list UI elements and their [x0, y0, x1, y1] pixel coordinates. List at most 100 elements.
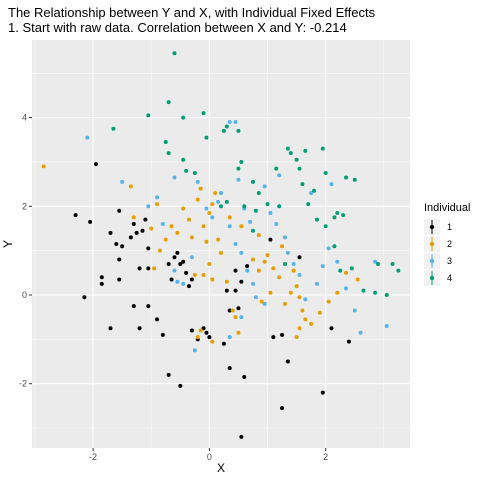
legend-label-2: 2 — [447, 239, 452, 249]
data-point-3 — [172, 268, 177, 273]
legend-label-1: 1 — [447, 222, 452, 232]
data-point-2 — [169, 224, 174, 229]
data-point-1 — [178, 261, 183, 266]
data-point-1 — [169, 277, 174, 282]
data-point-4 — [242, 204, 247, 209]
data-point-2 — [195, 335, 200, 340]
data-point-1 — [120, 244, 125, 249]
data-point-2 — [250, 257, 255, 262]
data-point-1 — [155, 317, 160, 322]
data-point-4 — [373, 290, 378, 295]
data-point-2 — [282, 301, 287, 306]
data-point-1 — [108, 326, 113, 331]
data-point-1 — [117, 208, 122, 213]
data-point-2 — [41, 164, 46, 169]
data-point-4 — [335, 210, 340, 215]
data-point-4 — [250, 228, 255, 233]
data-point-3 — [236, 177, 241, 182]
data-point-3 — [320, 264, 325, 269]
data-point-3 — [216, 199, 221, 204]
data-point-1 — [189, 277, 194, 282]
data-point-1 — [108, 230, 113, 235]
data-point-1 — [236, 306, 241, 311]
data-point-2 — [187, 217, 192, 222]
data-point-2 — [294, 284, 299, 289]
data-point-1 — [221, 341, 226, 346]
data-point-1 — [224, 288, 229, 293]
y-axis-label: Y — [1, 240, 15, 248]
data-point-3 — [175, 279, 180, 284]
chart-title: The Relationship between Y and X, with I… — [8, 5, 376, 20]
data-point-3 — [285, 250, 290, 255]
chart-subtitle: 1. Start with raw data. Correlation betw… — [8, 20, 347, 35]
data-point-1 — [297, 255, 302, 260]
data-point-2 — [192, 273, 197, 278]
data-point-1 — [134, 230, 139, 235]
data-point-4 — [166, 151, 171, 156]
data-point-3 — [146, 204, 151, 209]
data-point-1 — [189, 328, 194, 333]
data-point-2 — [297, 326, 302, 331]
data-point-1 — [131, 222, 136, 227]
data-point-3 — [85, 135, 90, 140]
data-point-1 — [137, 326, 142, 331]
data-point-4 — [236, 166, 241, 171]
data-point-1 — [201, 326, 206, 331]
data-point-1 — [99, 281, 104, 286]
data-point-2 — [189, 235, 194, 240]
data-point-4 — [352, 177, 357, 182]
data-point-4 — [236, 128, 241, 133]
data-point-3 — [358, 330, 363, 335]
legend-key-point — [429, 275, 435, 281]
data-point-3 — [291, 261, 296, 266]
data-point-1 — [137, 266, 142, 271]
data-point-2 — [152, 266, 157, 271]
data-point-1 — [239, 434, 244, 439]
data-point-2 — [128, 184, 133, 189]
data-point-1 — [117, 277, 122, 282]
plot-panel — [32, 40, 410, 448]
data-point-4 — [320, 146, 325, 151]
data-point-1 — [242, 375, 247, 380]
data-point-2 — [198, 328, 203, 333]
data-point-3 — [250, 281, 255, 286]
data-point-1 — [280, 332, 285, 337]
data-point-2 — [175, 230, 180, 235]
legend-key-point — [429, 224, 435, 230]
data-point-3 — [268, 210, 273, 215]
data-point-3 — [352, 308, 357, 313]
data-point-4 — [224, 124, 229, 129]
data-point-2 — [216, 237, 221, 242]
data-point-4 — [349, 266, 354, 271]
data-point-3 — [326, 246, 331, 251]
data-point-3 — [120, 179, 125, 184]
data-point-1 — [346, 339, 351, 344]
data-point-2 — [271, 266, 276, 271]
data-point-2 — [210, 339, 215, 344]
data-point-4 — [297, 166, 302, 171]
data-point-4 — [285, 146, 290, 151]
data-point-1 — [320, 390, 325, 395]
data-point-3 — [253, 295, 258, 300]
data-point-3 — [335, 259, 340, 264]
data-point-2 — [195, 197, 200, 202]
data-point-2 — [198, 186, 203, 191]
data-point-1 — [146, 266, 151, 271]
data-point-2 — [256, 268, 261, 273]
data-point-2 — [224, 279, 229, 284]
data-point-4 — [277, 204, 282, 209]
data-point-2 — [309, 321, 314, 326]
data-point-4 — [219, 204, 223, 209]
data-point-2 — [317, 310, 322, 315]
data-point-3 — [297, 273, 302, 278]
data-point-1 — [178, 383, 183, 388]
data-point-4 — [390, 261, 395, 266]
legend: Individual 1 2 3 4 — [424, 202, 470, 286]
data-point-4 — [332, 244, 337, 249]
data-point-3 — [262, 184, 267, 189]
data-point-3 — [181, 281, 186, 286]
data-point-1 — [184, 270, 189, 275]
data-point-1 — [117, 257, 122, 262]
data-point-2 — [131, 215, 136, 220]
data-point-2 — [233, 315, 238, 320]
